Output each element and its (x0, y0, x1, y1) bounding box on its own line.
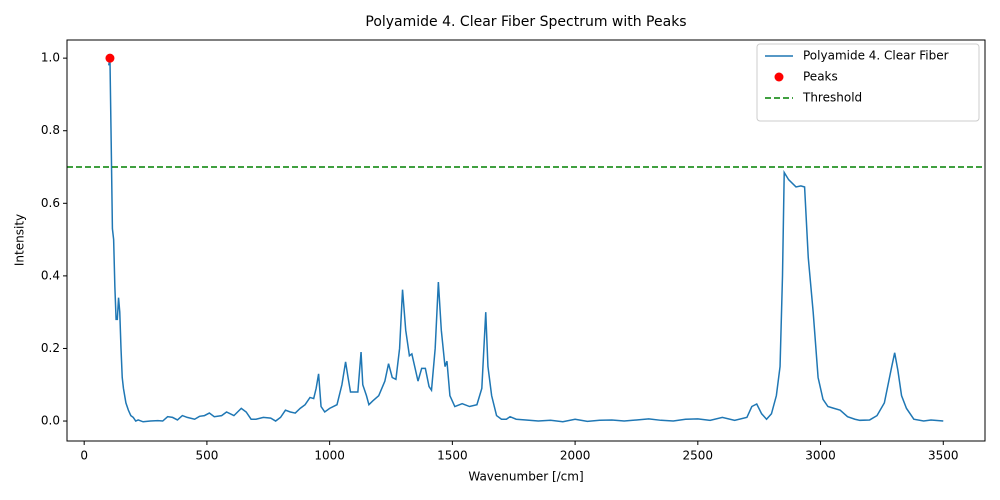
legend-label: Polyamide 4. Clear Fiber (803, 49, 949, 63)
x-tick-label: 2000 (560, 449, 591, 463)
legend-label: Peaks (803, 70, 838, 84)
x-tick-label: 1500 (437, 449, 468, 463)
legend-marker (774, 72, 784, 82)
x-tick-label: 3500 (928, 449, 959, 463)
y-axis-label: Intensity (13, 214, 27, 266)
y-tick-label: 0.4 (41, 268, 60, 282)
plot-frame (66, 39, 986, 442)
y-tick-label: 0.8 (41, 123, 60, 137)
x-tick-label: 2500 (683, 449, 714, 463)
legend-box (756, 43, 980, 122)
chart-title: Polyamide 4. Clear Fiber Spectrum with P… (365, 14, 686, 30)
y-tick-label: 0.2 (41, 341, 60, 355)
peak-marker (105, 53, 115, 63)
y-tick-label: 0.6 (41, 196, 60, 210)
y-tick-label: 1.0 (41, 51, 60, 65)
y-tick-label: 0.0 (41, 414, 60, 428)
x-tick-label: 3000 (805, 449, 836, 463)
x-axis-label: Wavenumber [/cm] (468, 470, 583, 484)
x-tick-label: 500 (195, 449, 218, 463)
legend-label: Threshold (802, 91, 862, 105)
x-tick-label: 0 (80, 449, 88, 463)
x-tick-label: 1000 (314, 449, 345, 463)
spectrum-line (107, 58, 944, 423)
